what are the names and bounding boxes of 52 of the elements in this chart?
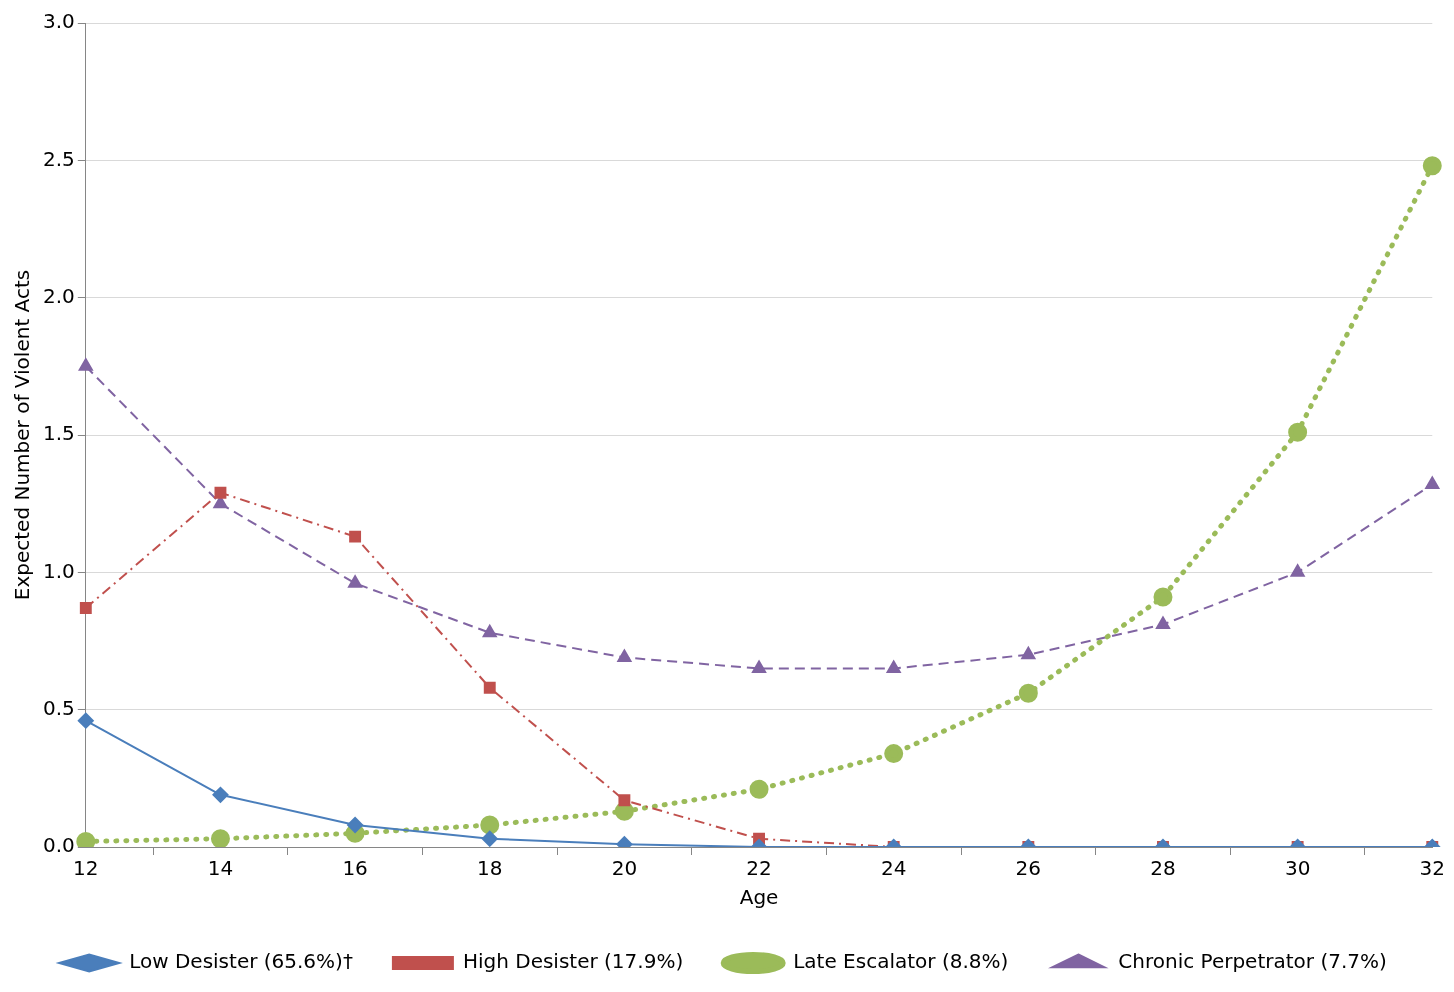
point <box>1422 156 1442 176</box>
x-tick-label: 18 <box>477 856 503 881</box>
point <box>749 779 769 799</box>
point <box>1153 587 1173 607</box>
x-tick-label: 22 <box>746 856 772 881</box>
point <box>617 649 632 662</box>
point <box>77 712 94 729</box>
legend-label: Low Desister (65.6%)† <box>129 949 353 974</box>
point <box>349 530 362 543</box>
point <box>348 575 363 588</box>
y-axis-title: Expected Number of Violent Acts <box>10 269 35 601</box>
point <box>614 801 634 821</box>
legend-label: High Desister (17.9%) <box>462 949 684 974</box>
point <box>1155 616 1171 630</box>
x-tick-label: 32 <box>1419 856 1445 881</box>
point <box>212 786 229 803</box>
y-tick-label: 1.5 <box>42 421 75 446</box>
point <box>1018 683 1038 703</box>
point <box>480 815 500 835</box>
point <box>618 794 631 807</box>
x-axis-title: Age <box>739 885 779 910</box>
point <box>482 624 497 638</box>
x-tick-label: 28 <box>1150 856 1176 881</box>
point <box>347 817 364 834</box>
y-tick-label: 3.0 <box>42 9 75 34</box>
point <box>78 358 93 371</box>
point <box>1425 476 1440 489</box>
x-tick-label: 26 <box>1015 856 1042 881</box>
point <box>210 829 230 847</box>
x-tick-label: 20 <box>611 856 638 881</box>
y-tick-label: 2.5 <box>42 146 75 171</box>
y-tick-label: 0.5 <box>42 695 75 720</box>
point <box>79 602 92 614</box>
x-tick-label: 24 <box>880 856 907 881</box>
x-tick-label: 14 <box>207 856 234 881</box>
legend-label: Late Escalator (8.8%) <box>793 949 1009 974</box>
legend-label: Chronic Perpetrator (7.7%) <box>1118 949 1387 974</box>
point <box>1290 564 1305 577</box>
point <box>886 660 901 673</box>
y-tick-label: 1.0 <box>42 558 75 583</box>
x-tick-label: 12 <box>73 856 99 881</box>
point <box>1288 422 1308 442</box>
point <box>751 660 767 673</box>
point <box>483 681 496 694</box>
point <box>1021 646 1036 660</box>
point <box>481 830 498 847</box>
y-tick-label: 0.0 <box>42 833 75 858</box>
x-tick-label: 16 <box>342 856 368 881</box>
point <box>214 486 227 499</box>
point <box>884 744 904 764</box>
x-tick-label: 30 <box>1284 856 1311 881</box>
y-tick-label: 2.0 <box>42 283 75 308</box>
